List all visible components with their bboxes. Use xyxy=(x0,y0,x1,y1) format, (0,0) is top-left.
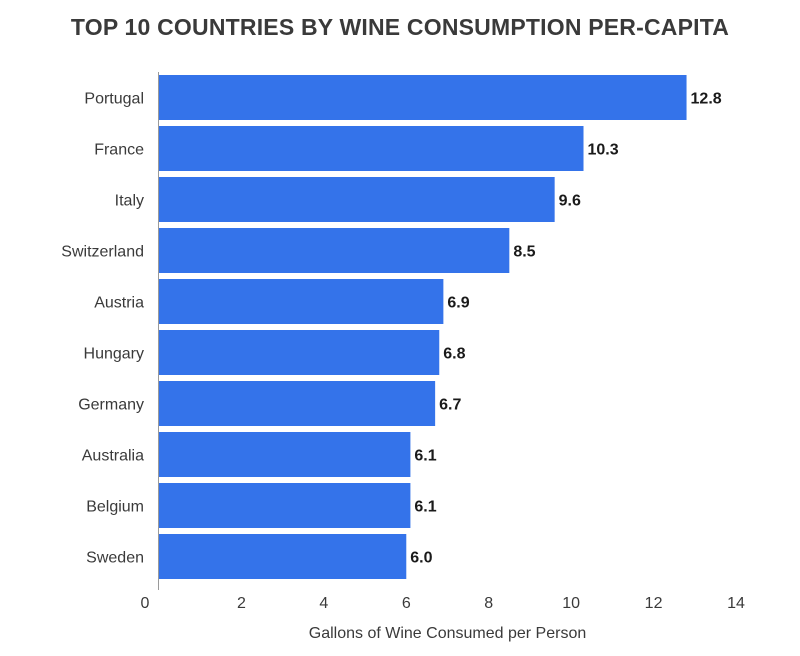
x-tick-label-6: 6 xyxy=(402,595,411,612)
bar-switzerland xyxy=(159,228,510,273)
x-tick-label-10: 10 xyxy=(562,595,580,612)
bar-austria xyxy=(159,279,444,324)
bar-belgium xyxy=(159,483,411,528)
category-label-hungary: Hungary xyxy=(84,346,144,363)
category-label-germany: Germany xyxy=(78,397,144,414)
x-axis-title: Gallons of Wine Consumed per Person xyxy=(309,625,586,642)
value-label-hungary: 6.8 xyxy=(443,346,465,363)
x-tick-labels-group: 0 2 4 6 8 10 12 14 xyxy=(141,595,745,612)
category-label-austria: Austria xyxy=(94,295,144,312)
value-label-sweden: 6.0 xyxy=(410,550,432,567)
category-label-belgium: Belgium xyxy=(86,499,144,516)
chart-title: TOP 10 COUNTRIES BY WINE CONSUMPTION PER… xyxy=(70,14,730,40)
bar-france xyxy=(159,126,584,171)
bars-group xyxy=(159,75,687,579)
value-label-italy: 9.6 xyxy=(559,193,581,210)
value-label-france: 10.3 xyxy=(588,142,619,159)
category-label-switzerland: Switzerland xyxy=(61,244,144,261)
value-label-austria: 6.9 xyxy=(447,295,469,312)
category-labels-group: Portugal France Italy Switzerland Austria Hun… xyxy=(61,91,144,567)
x-tick-label-14: 14 xyxy=(727,595,745,612)
value-label-switzerland: 8.5 xyxy=(513,244,535,261)
x-tick-label-0: 0 xyxy=(141,595,150,612)
bar-australia xyxy=(159,432,411,477)
bar-sweden xyxy=(159,534,407,579)
value-label-germany: 6.7 xyxy=(439,397,461,414)
bar-italy xyxy=(159,177,555,222)
value-label-australia: 6.1 xyxy=(414,448,436,465)
x-tick-label-12: 12 xyxy=(645,595,663,612)
category-label-italy: Italy xyxy=(115,193,144,210)
x-tick-label-2: 2 xyxy=(237,595,246,612)
bar-portugal xyxy=(159,75,687,120)
category-label-portugal: Portugal xyxy=(84,91,144,108)
bar-hungary xyxy=(159,330,440,375)
x-tick-label-4: 4 xyxy=(319,595,328,612)
value-label-belgium: 6.1 xyxy=(414,499,436,516)
bar-germany xyxy=(159,381,436,426)
x-tick-label-8: 8 xyxy=(484,595,493,612)
value-label-portugal: 12.8 xyxy=(691,91,722,108)
category-label-sweden: Sweden xyxy=(86,550,144,567)
category-label-france: France xyxy=(94,142,144,159)
value-labels-group: 12.8 10.3 9.6 8.5 6.9 6.8 6.7 6.1 6.1 6.0 xyxy=(410,91,721,567)
category-label-australia: Australia xyxy=(82,448,144,465)
